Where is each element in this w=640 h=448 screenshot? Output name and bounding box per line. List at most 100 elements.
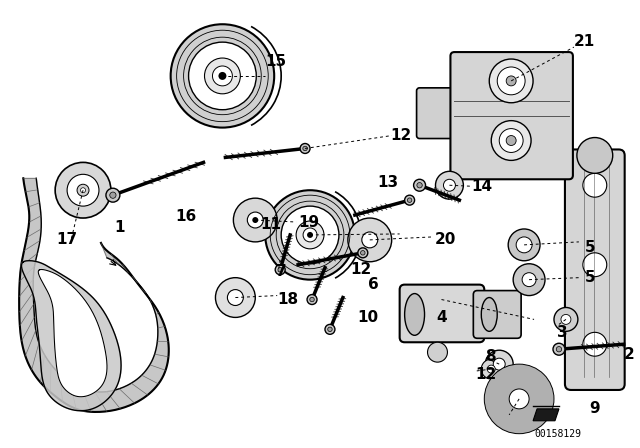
Circle shape xyxy=(55,162,111,218)
Polygon shape xyxy=(38,270,107,397)
Circle shape xyxy=(554,307,578,332)
Circle shape xyxy=(492,371,547,427)
Circle shape xyxy=(484,364,554,434)
Circle shape xyxy=(278,267,282,272)
FancyBboxPatch shape xyxy=(565,150,625,390)
Text: 8: 8 xyxy=(485,349,496,364)
Circle shape xyxy=(513,264,545,296)
Circle shape xyxy=(487,365,495,373)
Circle shape xyxy=(583,173,607,197)
Circle shape xyxy=(227,289,243,306)
FancyBboxPatch shape xyxy=(474,291,521,338)
Text: 3: 3 xyxy=(557,325,568,340)
Circle shape xyxy=(218,72,227,80)
Circle shape xyxy=(444,179,456,191)
Ellipse shape xyxy=(481,297,497,332)
Circle shape xyxy=(247,212,263,228)
Circle shape xyxy=(328,327,332,332)
Circle shape xyxy=(506,136,516,146)
Circle shape xyxy=(583,332,607,356)
Circle shape xyxy=(303,228,317,242)
FancyBboxPatch shape xyxy=(399,284,484,342)
Circle shape xyxy=(435,171,463,199)
Text: 10: 10 xyxy=(357,310,378,325)
Circle shape xyxy=(493,358,505,370)
Polygon shape xyxy=(533,409,559,421)
Circle shape xyxy=(508,229,540,261)
Circle shape xyxy=(413,179,426,191)
Circle shape xyxy=(358,248,368,258)
Circle shape xyxy=(67,174,99,206)
Text: 4: 4 xyxy=(436,310,447,325)
Circle shape xyxy=(348,218,392,262)
Circle shape xyxy=(265,190,355,280)
Text: 6: 6 xyxy=(368,277,378,292)
FancyBboxPatch shape xyxy=(451,52,573,179)
Circle shape xyxy=(205,58,241,94)
Circle shape xyxy=(556,347,562,352)
Circle shape xyxy=(77,184,89,196)
Circle shape xyxy=(362,232,378,248)
Circle shape xyxy=(509,389,529,409)
Text: 7: 7 xyxy=(276,264,287,279)
Circle shape xyxy=(281,206,339,264)
Circle shape xyxy=(497,377,541,421)
Text: 9: 9 xyxy=(589,401,600,416)
Text: 20: 20 xyxy=(435,233,456,247)
Text: 2: 2 xyxy=(623,347,634,362)
Circle shape xyxy=(212,66,232,86)
Polygon shape xyxy=(19,178,169,412)
Text: 15: 15 xyxy=(265,53,286,69)
Circle shape xyxy=(325,324,335,334)
Text: 12: 12 xyxy=(390,128,412,143)
Circle shape xyxy=(428,342,447,362)
Circle shape xyxy=(307,294,317,305)
Polygon shape xyxy=(22,261,121,411)
FancyBboxPatch shape xyxy=(417,88,462,138)
Circle shape xyxy=(404,195,415,205)
Ellipse shape xyxy=(404,293,424,335)
Circle shape xyxy=(516,237,532,253)
Text: 21: 21 xyxy=(574,34,595,49)
Circle shape xyxy=(481,359,501,379)
Text: 5: 5 xyxy=(585,240,595,255)
Text: 13: 13 xyxy=(378,175,399,190)
Circle shape xyxy=(310,297,314,302)
Text: 1: 1 xyxy=(114,220,124,236)
Circle shape xyxy=(110,192,116,198)
Text: 16: 16 xyxy=(175,209,197,224)
Circle shape xyxy=(300,143,310,154)
Circle shape xyxy=(499,129,523,152)
Circle shape xyxy=(583,253,607,277)
Circle shape xyxy=(417,182,422,188)
Circle shape xyxy=(234,198,277,242)
Text: 18: 18 xyxy=(277,292,298,307)
Circle shape xyxy=(189,42,256,110)
Text: 5: 5 xyxy=(585,270,595,285)
Circle shape xyxy=(553,343,565,355)
Text: 11: 11 xyxy=(260,216,281,232)
Circle shape xyxy=(275,265,285,275)
Text: 14: 14 xyxy=(471,179,492,194)
Circle shape xyxy=(408,198,412,202)
Text: 12: 12 xyxy=(476,366,497,382)
Circle shape xyxy=(485,350,513,378)
Text: 12: 12 xyxy=(350,262,371,277)
Text: 00158129: 00158129 xyxy=(534,429,581,439)
Circle shape xyxy=(171,24,274,128)
Circle shape xyxy=(497,67,525,95)
Circle shape xyxy=(492,121,531,160)
Text: 17: 17 xyxy=(56,233,77,247)
Text: 19: 19 xyxy=(298,215,319,229)
Circle shape xyxy=(577,138,612,173)
Circle shape xyxy=(216,278,255,318)
Circle shape xyxy=(303,146,307,151)
Circle shape xyxy=(307,232,313,238)
Circle shape xyxy=(360,250,365,255)
Circle shape xyxy=(296,221,324,249)
Circle shape xyxy=(506,76,516,86)
Circle shape xyxy=(522,273,536,287)
Circle shape xyxy=(81,188,86,193)
Circle shape xyxy=(489,59,533,103)
Circle shape xyxy=(561,314,571,324)
